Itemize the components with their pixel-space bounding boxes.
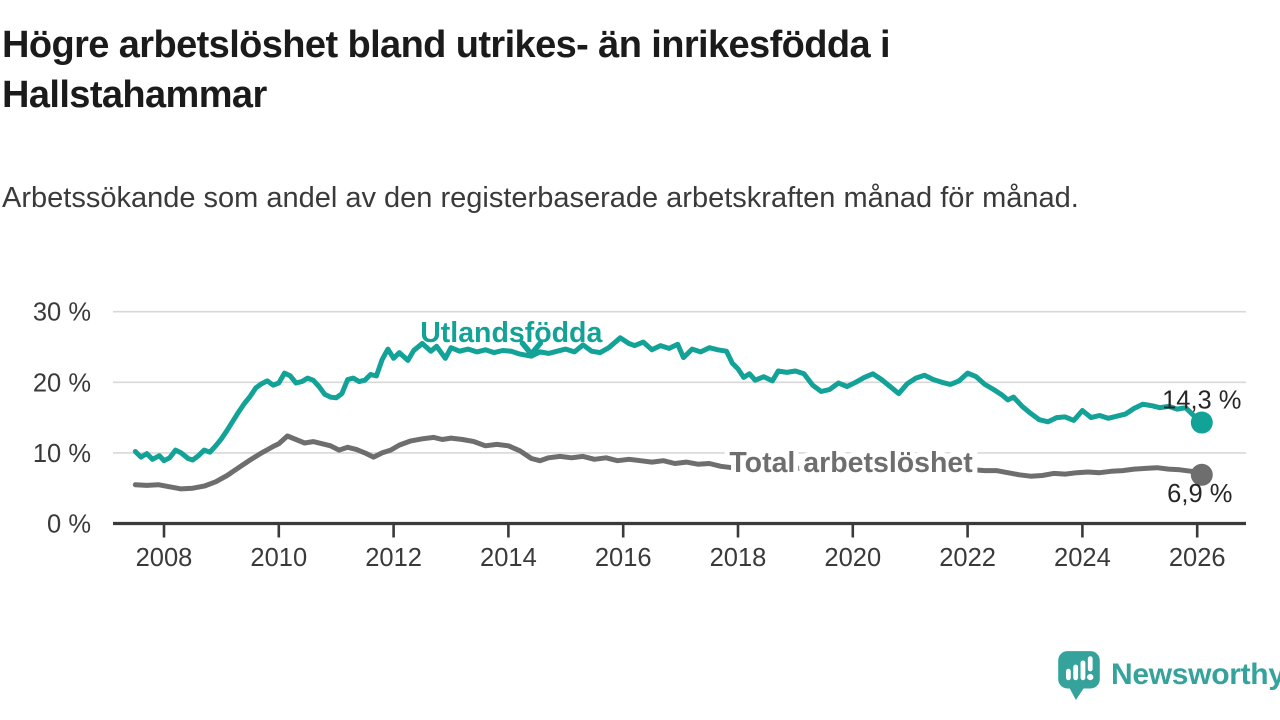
logo-bar-2 (1073, 664, 1079, 681)
logo-exclamation-bar (1087, 656, 1093, 672)
y-axis-tick-label: 10 % (33, 440, 91, 468)
end-dot-total (1190, 463, 1213, 486)
x-axis-tick-label: 2022 (939, 544, 996, 572)
logo-bar-3 (1080, 660, 1086, 681)
end-dot-utlandsfodda (1190, 411, 1213, 434)
x-axis-tick-label: 2018 (710, 544, 767, 572)
x-axis-tick-label: 2026 (1169, 544, 1226, 572)
series-label-utlandsfodda: Utlandsfödda (420, 317, 603, 349)
y-axis-tick-label: 0 % (47, 511, 91, 539)
logo-bar-1 (1066, 668, 1071, 681)
series-line-utlandsfodda (132, 335, 1205, 464)
series-label-arrow-utlandsfodda (519, 340, 544, 357)
chart-title: Högre arbetslöshet bland utrikes- än inr… (2, 24, 891, 116)
newsworthy-logo: Newsworthy (1056, 648, 1280, 702)
end-value-label-utlandsfodda: 14,3 % (1162, 387, 1241, 415)
end-value-label-total: 6,9 % (1167, 480, 1232, 508)
series-label-total: Total arbetslöshet (729, 447, 973, 479)
newsworthy-logo-text: Newsworthy (1111, 658, 1280, 691)
x-axis-tick-label: 2010 (250, 544, 307, 572)
series-line-total (132, 433, 1205, 492)
newsworthy-logo-icon (1058, 651, 1100, 700)
x-axis-tick-label: 2016 (595, 544, 652, 572)
x-axis-tick-label: 2020 (824, 544, 881, 572)
y-axis-tick-label: 30 % (33, 299, 91, 327)
x-axis-tick-label: 2012 (365, 544, 422, 572)
logo-exclamation-dot (1087, 673, 1094, 681)
chart-subtitle: Arbetssökande som andel av den registerb… (2, 182, 1079, 214)
x-axis-tick-label: 2014 (480, 544, 537, 572)
x-axis-tick-label: 2008 (136, 544, 193, 572)
x-axis-tick-label: 2024 (1054, 544, 1111, 572)
y-axis-tick-label: 20 % (33, 369, 91, 397)
line-chart: 0 % 10 % 20 % 30 % 2008 2010 2012 2014 2016 2018 2… (33, 299, 1246, 572)
